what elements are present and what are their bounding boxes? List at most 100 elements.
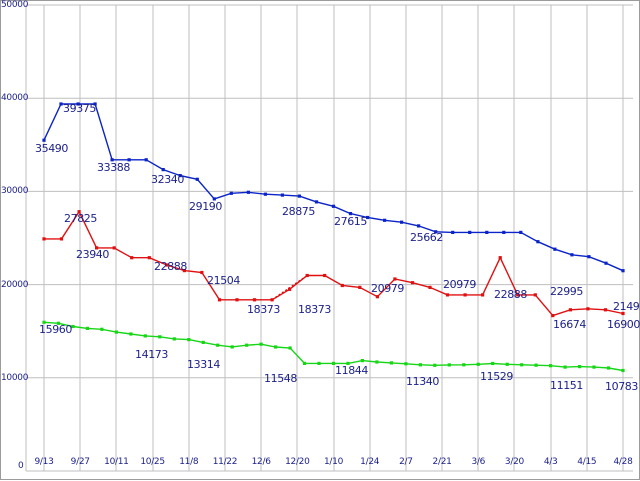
data-point-blue	[246, 190, 250, 194]
data-point-green	[375, 360, 379, 364]
x-axis-tick-label: 2/21	[432, 457, 452, 467]
data-value-label-blue: 33388	[97, 161, 130, 174]
data-point-green	[259, 342, 263, 346]
data-point-blue	[519, 230, 523, 234]
data-point-red	[481, 293, 485, 297]
data-point-red	[217, 298, 222, 302]
data-value-label-blue: 35490	[35, 142, 68, 155]
data-point-green	[143, 334, 147, 338]
data-point-red	[235, 298, 239, 302]
data-point-blue	[93, 102, 97, 106]
data-point-green	[592, 365, 596, 369]
data-point-blue	[621, 269, 625, 273]
data-point-blue	[229, 191, 233, 195]
data-point-blue	[468, 230, 472, 234]
data-point-blue	[553, 247, 557, 251]
x-axis-tick-label: 3/20	[504, 457, 524, 467]
data-point-green	[245, 343, 249, 347]
data-value-label-green: 11340	[406, 375, 439, 388]
data-point-red	[445, 293, 450, 297]
data-point-red	[375, 295, 379, 299]
data-point-green	[201, 340, 205, 344]
data-value-label-blue: 22995	[550, 285, 583, 298]
data-value-label-red: 16900	[607, 318, 640, 331]
data-point-red	[270, 298, 274, 302]
data-point-red	[586, 307, 590, 311]
data-point-red	[252, 298, 257, 302]
data-point-red	[42, 237, 46, 241]
data-point-red	[288, 287, 292, 291]
data-point-green	[114, 330, 118, 334]
data-point-red	[323, 273, 327, 278]
data-value-label-blue: 32340	[151, 173, 184, 186]
data-point-red	[393, 277, 397, 281]
data-point-green	[158, 335, 162, 339]
data-point-blue	[42, 138, 46, 142]
data-point-red	[428, 285, 432, 289]
data-point-blue	[76, 102, 80, 106]
data-point-green	[230, 345, 234, 349]
x-axis-tick-label: 1/10	[323, 457, 343, 467]
data-point-blue	[485, 230, 489, 234]
data-value-label-blue: 27615	[334, 215, 367, 228]
x-axis-tick-label: 11/8	[179, 457, 199, 467]
data-point-green	[563, 365, 567, 369]
data-value-label-green: 11548	[264, 372, 297, 385]
data-point-blue	[127, 158, 131, 162]
data-point-red	[533, 293, 537, 297]
data-point-red	[568, 308, 572, 312]
data-value-label-red: 21504	[207, 274, 240, 287]
data-value-label-green: 14173	[135, 348, 168, 361]
data-point-green	[462, 363, 466, 367]
data-value-label-blue: 21493	[613, 300, 640, 313]
data-point-green	[71, 324, 75, 329]
x-axis-tick-label: 4/3	[543, 457, 558, 467]
data-value-label-red: 16674	[553, 318, 586, 331]
y-axis-zero-label: 0	[18, 461, 24, 471]
x-axis-tick-label: 12/20	[285, 457, 310, 467]
data-value-label-blue: 25662	[410, 231, 443, 244]
data-value-label-red: 18373	[247, 303, 280, 316]
data-value-label-red: 18373	[298, 303, 331, 316]
x-axis-tick-label: 9/27	[70, 457, 90, 467]
data-point-red	[463, 293, 467, 297]
data-point-green	[187, 338, 191, 342]
data-point-green	[331, 361, 336, 365]
x-axis-tick-label: 9/13	[34, 457, 54, 467]
data-point-blue	[144, 158, 148, 162]
data-point-red	[182, 269, 186, 273]
data-point-green	[447, 363, 451, 367]
data-value-label-blue: 29190	[189, 200, 222, 213]
x-axis-tick-label: 4/28	[613, 457, 633, 467]
data-value-label-green: 11151	[550, 379, 583, 392]
x-axis-tick-label: 10/11	[104, 457, 129, 467]
data-value-label-green: 11844	[335, 364, 368, 377]
data-point-blue	[570, 253, 574, 257]
data-point-red	[340, 283, 344, 288]
data-point-red	[77, 210, 81, 214]
y-axis-tick-label: 30000	[1, 186, 29, 197]
data-point-green	[534, 363, 538, 367]
data-point-blue	[331, 204, 336, 208]
data-point-blue	[314, 200, 319, 204]
data-point-green	[505, 362, 509, 366]
data-point-red	[305, 273, 309, 278]
x-axis-tick-label: 4/15	[577, 457, 597, 467]
data-point-blue	[587, 255, 591, 259]
data-value-label-green: 11529	[480, 370, 513, 383]
y-axis-tick-label: 20000	[1, 279, 29, 290]
x-axis-tick-label: 1/24	[360, 457, 380, 467]
x-axis-tick-label: 2/7	[399, 457, 413, 467]
data-point-red	[358, 285, 362, 289]
data-point-red	[516, 293, 520, 297]
data-point-red	[498, 256, 502, 260]
data-point-green	[404, 362, 408, 366]
data-point-green	[520, 363, 524, 367]
data-point-red	[59, 237, 64, 241]
data-value-label-blue: 28875	[282, 205, 315, 218]
data-point-green	[606, 366, 611, 370]
data-point-green	[172, 337, 176, 341]
data-point-blue	[178, 174, 182, 178]
data-point-green	[129, 332, 133, 336]
